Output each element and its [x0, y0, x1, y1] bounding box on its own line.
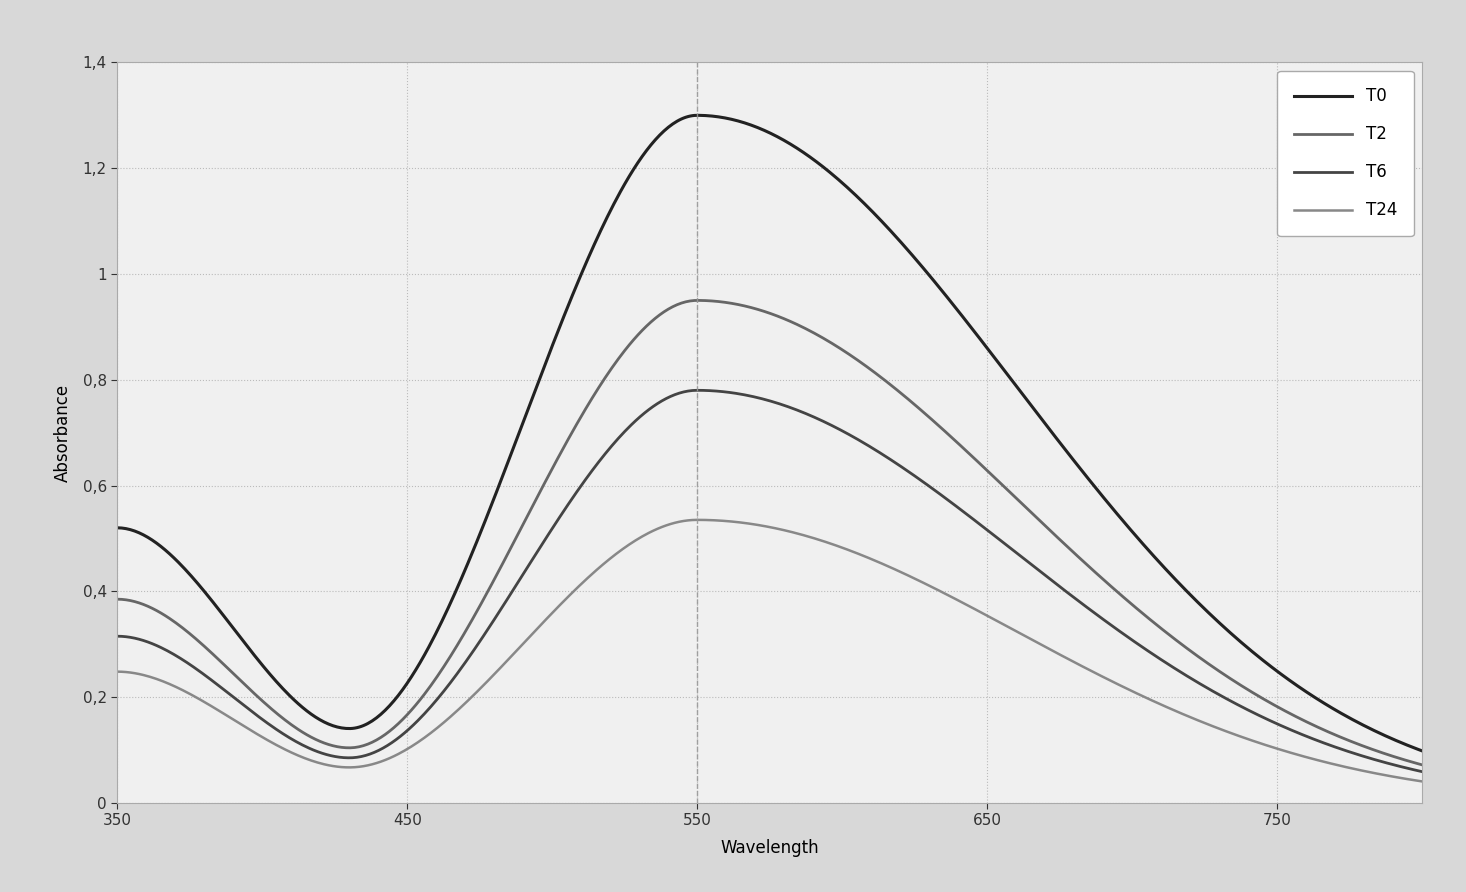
T6 — [701, 385, 718, 396]
T2 — [444, 648, 462, 658]
T0 — [339, 723, 356, 734]
T0 — [688, 110, 705, 120]
Legend: T0, T2, T6, T24: T0, T2, T6, T24 — [1277, 70, 1413, 236]
T24 — [1094, 671, 1111, 681]
T24 — [1413, 776, 1431, 787]
T6 — [108, 631, 126, 641]
T0 — [1413, 746, 1431, 756]
X-axis label: Wavelength: Wavelength — [720, 839, 819, 857]
T2 — [108, 594, 126, 605]
Line: T6: T6 — [117, 391, 1422, 772]
T24 — [688, 515, 705, 525]
T0 — [982, 347, 1000, 358]
T24 — [880, 561, 897, 572]
Line: T24: T24 — [117, 520, 1422, 781]
T2 — [1094, 573, 1111, 583]
T24 — [108, 666, 126, 677]
T0 — [108, 523, 126, 533]
T6 — [982, 527, 1000, 538]
T6 — [444, 674, 462, 685]
T0 — [880, 223, 897, 234]
T2 — [688, 295, 705, 306]
T2 — [339, 742, 356, 753]
T2 — [701, 295, 718, 306]
T24 — [982, 612, 1000, 623]
Y-axis label: Absorbance: Absorbance — [53, 384, 72, 482]
T6 — [880, 453, 897, 464]
T24 — [701, 515, 718, 525]
T0 — [1094, 490, 1111, 500]
T6 — [1413, 766, 1431, 777]
T2 — [880, 377, 897, 388]
T6 — [339, 753, 356, 764]
T2 — [982, 468, 1000, 479]
T0 — [701, 111, 718, 121]
Line: T2: T2 — [117, 301, 1422, 764]
T24 — [444, 709, 462, 720]
T0 — [444, 592, 462, 603]
T6 — [688, 385, 705, 396]
Line: T0: T0 — [117, 115, 1422, 751]
T24 — [339, 762, 356, 772]
T6 — [1094, 613, 1111, 624]
T2 — [1413, 759, 1431, 770]
